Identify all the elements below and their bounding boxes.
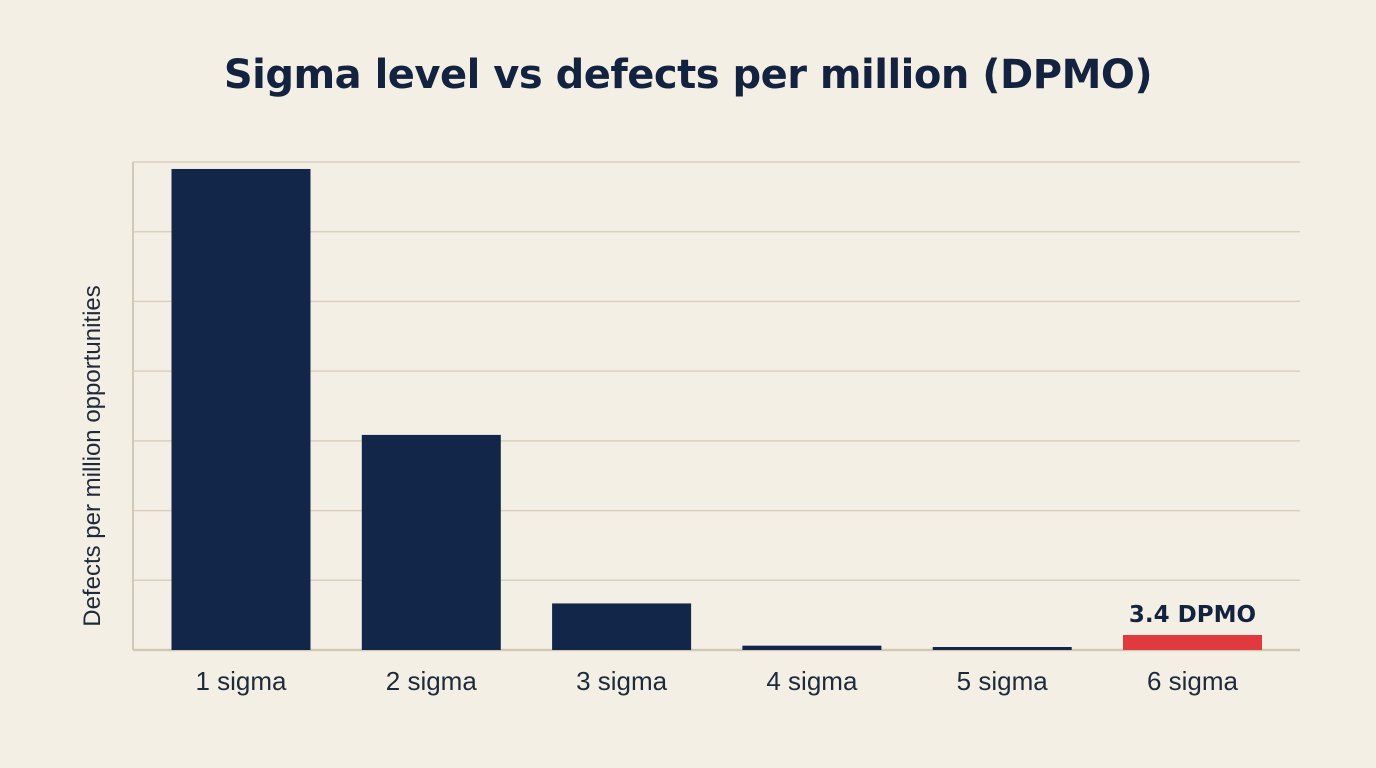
axes — [132, 162, 1300, 652]
bar-2-sigma — [361, 434, 501, 650]
data-label: 3.4 DPMO — [1129, 602, 1256, 628]
bar-5-sigma — [932, 647, 1072, 650]
x-tick-label: 5 sigma — [957, 666, 1049, 696]
y-axis-label: Defects per million opportunities — [79, 285, 106, 627]
bar-3-sigma — [552, 603, 692, 650]
x-tick-label: 4 sigma — [766, 666, 858, 696]
bars — [171, 168, 1262, 650]
x-tick-label: 6 sigma — [1147, 666, 1239, 696]
x-tick-label: 1 sigma — [195, 666, 287, 696]
gridlines — [133, 161, 1300, 582]
chart-title: Sigma level vs defects per million (DPMO… — [223, 52, 1153, 98]
bar-1-sigma — [171, 168, 311, 650]
labels: Defects per million opportunities 1 sigma… — [79, 285, 1256, 696]
bar-6-sigma — [1123, 635, 1262, 650]
x-tick-label: 2 sigma — [386, 666, 478, 696]
x-tick-label: 3 sigma — [576, 666, 668, 696]
bar-4-sigma — [742, 645, 882, 650]
